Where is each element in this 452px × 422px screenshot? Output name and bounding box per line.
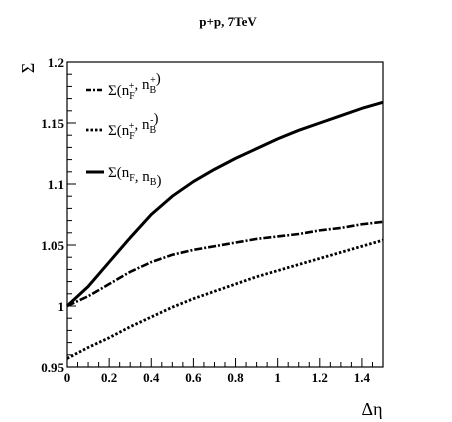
legend-label-2: Σ(nF+, nB-) xyxy=(108,111,158,142)
y-tick-label: 1.2 xyxy=(48,55,64,70)
x-tick-label: 0.2 xyxy=(101,370,117,385)
x-tick-label: 0.4 xyxy=(143,370,160,385)
x-tick-label: 0.6 xyxy=(185,370,202,385)
y-axis-label: Σ xyxy=(18,63,38,73)
y-tick-label: 1.1 xyxy=(48,177,64,192)
chart-title: p+p, 7TeV xyxy=(199,14,257,29)
legend-label-3: Σ(nF, nB) xyxy=(108,165,161,189)
series-line-1 xyxy=(66,220,384,308)
x-tick-label: 1 xyxy=(274,370,281,385)
x-tick-label: 0 xyxy=(64,370,71,385)
y-tick-label: 0.95 xyxy=(41,360,64,375)
plot-frame xyxy=(66,61,384,368)
legend-label-1: Σ(nF+, nB+) xyxy=(108,71,161,102)
x-tick-label: 0.8 xyxy=(227,370,244,385)
axis-tick-labels: 0 0.2 0.4 0.6 0.8 1 1.2 1.4 0.95 1 1.05 1.1 1.15 1.2 xyxy=(41,55,370,385)
y-tick-label: 1 xyxy=(58,299,65,314)
y-tick-label: 1.15 xyxy=(41,116,64,131)
series-line-3 xyxy=(65,100,384,308)
series-lines xyxy=(65,100,384,360)
series-line-2 xyxy=(66,238,384,360)
y-tick-label: 1.05 xyxy=(41,238,64,253)
legend: Σ(nF+, nB+) Σ(nF+, nB-) Σ(nF, nB) xyxy=(86,71,161,189)
axis-ticks xyxy=(66,61,384,368)
x-tick-label: 1.4 xyxy=(354,370,371,385)
x-tick-label: 1.2 xyxy=(312,370,328,385)
x-axis-label: Δη xyxy=(362,399,383,419)
